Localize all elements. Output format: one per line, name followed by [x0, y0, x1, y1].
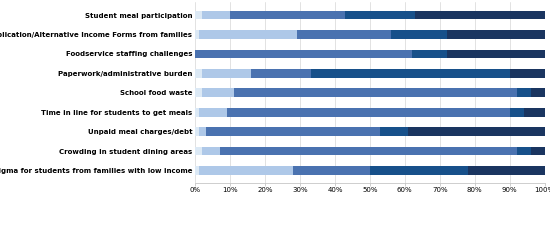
Bar: [202, 88, 234, 97]
Bar: [195, 108, 199, 117]
Bar: [311, 69, 510, 78]
Bar: [509, 108, 524, 117]
Bar: [251, 69, 311, 78]
Bar: [195, 166, 199, 175]
Bar: [219, 147, 516, 155]
Bar: [296, 30, 391, 39]
Bar: [227, 108, 510, 117]
Bar: [447, 49, 544, 58]
Bar: [524, 108, 544, 117]
Bar: [199, 30, 296, 39]
Bar: [199, 166, 293, 175]
Bar: [195, 88, 202, 97]
Bar: [234, 88, 516, 97]
Bar: [199, 108, 227, 117]
Bar: [370, 166, 468, 175]
Bar: [202, 147, 219, 155]
Bar: [206, 127, 381, 136]
Bar: [199, 127, 206, 136]
Bar: [412, 49, 447, 58]
Bar: [415, 11, 544, 19]
Bar: [447, 30, 544, 39]
Bar: [202, 69, 251, 78]
Bar: [195, 69, 202, 78]
Bar: [195, 127, 199, 136]
Bar: [531, 147, 544, 155]
Bar: [195, 49, 412, 58]
Bar: [516, 147, 531, 155]
Bar: [381, 127, 408, 136]
Bar: [509, 69, 544, 78]
Bar: [531, 88, 544, 97]
Bar: [468, 166, 544, 175]
Bar: [230, 11, 345, 19]
Bar: [195, 11, 202, 19]
Bar: [195, 147, 202, 155]
Bar: [408, 127, 544, 136]
Bar: [195, 30, 199, 39]
Bar: [293, 166, 370, 175]
Bar: [516, 88, 531, 97]
Bar: [202, 11, 230, 19]
Bar: [345, 11, 415, 19]
Bar: [391, 30, 447, 39]
